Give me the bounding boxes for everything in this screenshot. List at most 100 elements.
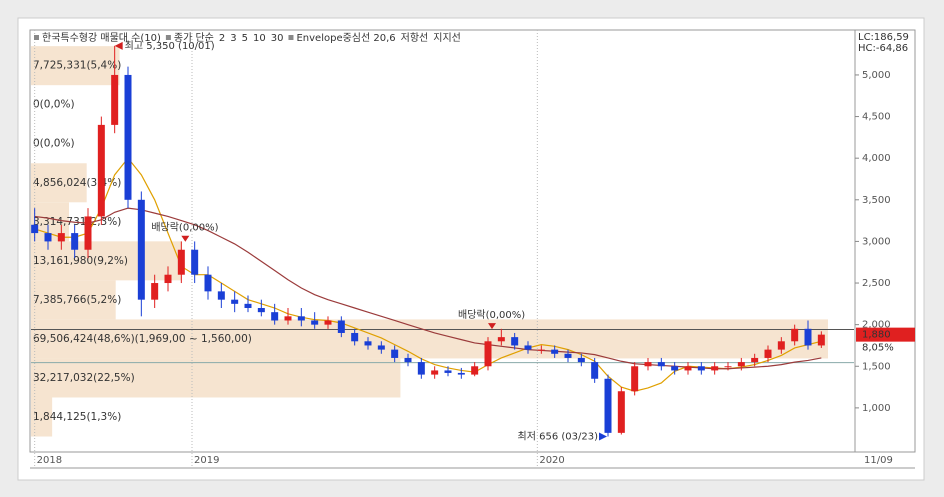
candle-body [697, 366, 705, 371]
candle-body [391, 349, 399, 358]
candle-body [137, 199, 145, 300]
volume-label: 1,844,125(1,3%) [33, 411, 121, 423]
candle-body [164, 274, 172, 284]
y-tick-label: 1,500 [862, 361, 891, 372]
candle-body [791, 328, 799, 342]
candle-body [231, 299, 239, 304]
candle-body [417, 362, 425, 375]
candle-body [777, 341, 785, 350]
candle-body [124, 74, 132, 200]
dividend-arrow [488, 323, 496, 330]
volume-label: 13,161,980(9,2%) [33, 255, 128, 267]
candle-body [764, 349, 772, 358]
candle-body [177, 249, 185, 275]
candle-body [364, 341, 372, 346]
candle-body [711, 366, 719, 371]
volume-band [31, 280, 116, 320]
volume-band [31, 46, 120, 86]
high-label: 최고 5,350 (10/01) [125, 40, 215, 52]
dividend-label: 배당락(0,00%) [458, 309, 525, 321]
candle-body [244, 303, 252, 309]
legend-text: 저항선 [401, 32, 429, 44]
volume-band [31, 397, 53, 437]
volume-label: 69,506,424(48,6%)(1,969,00 ~ 1,560,00) [33, 333, 252, 345]
volume-band [31, 241, 182, 281]
candle-body [204, 274, 212, 292]
candle-body [484, 341, 492, 367]
candle-body [657, 362, 665, 367]
high-arrow [114, 41, 123, 50]
low-label: 최저 656 (03/23) [518, 431, 599, 443]
candle-body [71, 233, 79, 250]
volume-label: 32,217,032(22,5%) [33, 372, 135, 384]
candle-body [284, 316, 292, 321]
candle-body [551, 349, 559, 354]
volume-band [31, 163, 87, 203]
candle-body [444, 370, 452, 373]
legend-text: 2 [219, 33, 225, 44]
candle-body [471, 366, 479, 375]
volume-label: 7,385,766(5,2%) [33, 294, 121, 306]
low-arrow [599, 432, 607, 441]
candle-body [577, 357, 585, 363]
legend-text: 지지선 [433, 32, 461, 44]
y-tick-label: 2,500 [862, 278, 891, 289]
candle-body [604, 378, 612, 433]
legend-text: 한국특수형강 매물대 수(10) [42, 32, 161, 44]
candle-body [511, 337, 519, 346]
candle-body [431, 370, 439, 375]
candle-body [351, 332, 359, 342]
candle-body [271, 312, 279, 321]
legend-text: 종가 단순 [174, 32, 214, 44]
volume-label: 7,725,331(5,4%) [33, 60, 121, 72]
volume-label: 0(0,0%) [33, 99, 75, 111]
legend-square [288, 35, 294, 40]
y-tick-label: 4,500 [862, 112, 891, 123]
candle-body [817, 334, 825, 346]
candle-body [257, 308, 265, 313]
volume-band [31, 319, 828, 359]
candle-body [751, 357, 759, 363]
candle-body [671, 366, 679, 371]
x-tick-label: 2019 [194, 455, 219, 466]
candle-body [497, 337, 505, 342]
dividend-arrow [181, 235, 190, 242]
candle-body [804, 328, 812, 346]
candle-body [191, 249, 199, 275]
legend-text: 5 [242, 33, 248, 44]
volume-label: 4,856,024(3,4%) [33, 177, 121, 189]
candle-body [724, 366, 732, 368]
candle-body [737, 362, 745, 367]
volume-label: 0(0,0%) [33, 138, 75, 150]
candle-body [337, 320, 345, 333]
legend-text: 3 [230, 33, 236, 44]
candle-body [564, 353, 572, 358]
candle-body [44, 233, 52, 242]
y-tick-label: 4,000 [862, 153, 891, 164]
x-tick-label: 2020 [539, 455, 564, 466]
candle-body [324, 320, 332, 325]
candle-body [591, 362, 599, 379]
axis-frame [854, 29, 916, 453]
candle-body [84, 216, 92, 250]
y-tick-label: 3,500 [862, 195, 891, 206]
last-date: 11/09 [864, 455, 893, 466]
legend-text: 10 [253, 33, 266, 44]
legend-square [34, 35, 39, 40]
candle-body [644, 362, 652, 367]
legend-text: Envelope중심선 20,6 [296, 32, 395, 44]
legend-text: 30 [271, 33, 284, 44]
lc-label: LC:186,59 [858, 32, 909, 43]
hc-label: HC:-64,86 [858, 43, 908, 54]
candle-body [631, 366, 639, 392]
dividend-label: 배당락(0,00%) [151, 222, 218, 234]
candle-body [457, 372, 465, 375]
candle-body [377, 345, 385, 350]
candle-body [684, 366, 692, 371]
candle-body [217, 291, 225, 300]
candle-body [311, 320, 319, 325]
candle-body [111, 74, 119, 125]
volume-band [31, 358, 401, 398]
